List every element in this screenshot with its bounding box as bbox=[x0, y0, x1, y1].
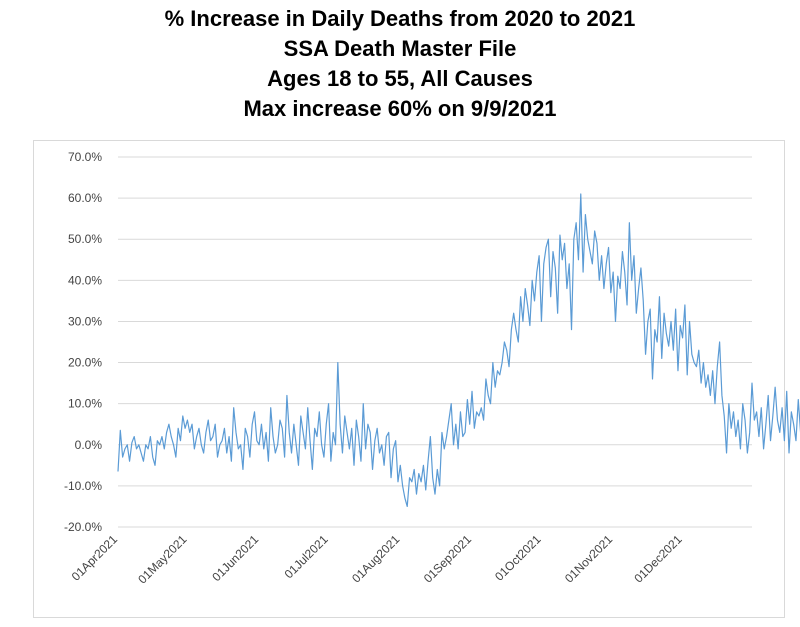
x-tick-label: 01Sep2021 bbox=[421, 532, 475, 586]
y-tick-label: 50.0% bbox=[68, 232, 102, 246]
x-tick-label: 01Apr2021 bbox=[69, 532, 121, 584]
chart-title-block: % Increase in Daily Deaths from 2020 to … bbox=[0, 4, 800, 124]
y-tick-label: 0.0% bbox=[75, 438, 103, 452]
y-tick-label: 60.0% bbox=[68, 191, 102, 205]
x-tick-label: 01Oct2021 bbox=[492, 532, 544, 584]
y-tick-label: -20.0% bbox=[64, 520, 102, 534]
y-axis: -20.0% -10.0% 0.0% 10.0% 20.0% 30.0% 40.0% 50.0… bbox=[64, 150, 102, 534]
y-tick-label: 30.0% bbox=[68, 314, 102, 328]
series-line bbox=[117, 193, 800, 508]
x-tick-label: 01Jul2021 bbox=[282, 532, 331, 581]
chart-frame bbox=[33, 140, 785, 618]
x-tick-label: 01Aug2021 bbox=[349, 532, 403, 586]
y-tick-label: 40.0% bbox=[68, 273, 102, 287]
x-tick-label: 01Dec2021 bbox=[631, 532, 685, 586]
series-layer bbox=[117, 193, 800, 508]
x-tick-label: 01Jun2021 bbox=[209, 532, 261, 584]
chart-title-line-3: Ages 18 to 55, All Causes bbox=[267, 66, 533, 91]
y-tick-label: -10.0% bbox=[64, 479, 102, 493]
chart-title-line-4: Max increase 60% on 9/9/2021 bbox=[243, 96, 557, 121]
y-tick-label: 10.0% bbox=[68, 397, 102, 411]
chart-title-line-2: SSA Death Master File bbox=[283, 36, 517, 61]
y-tick-label: 20.0% bbox=[68, 356, 102, 370]
x-tick-label: 01Nov2021 bbox=[562, 532, 616, 586]
x-tick-label: 01May2021 bbox=[135, 532, 189, 586]
chart-title-line-1: % Increase in Daily Deaths from 2020 to … bbox=[164, 6, 636, 31]
x-axis: 01Apr2021 01May2021 01Jun2021 01Jul2021 01Au… bbox=[69, 532, 685, 586]
gridlines bbox=[118, 156, 752, 528]
y-tick-label: 70.0% bbox=[68, 150, 102, 164]
